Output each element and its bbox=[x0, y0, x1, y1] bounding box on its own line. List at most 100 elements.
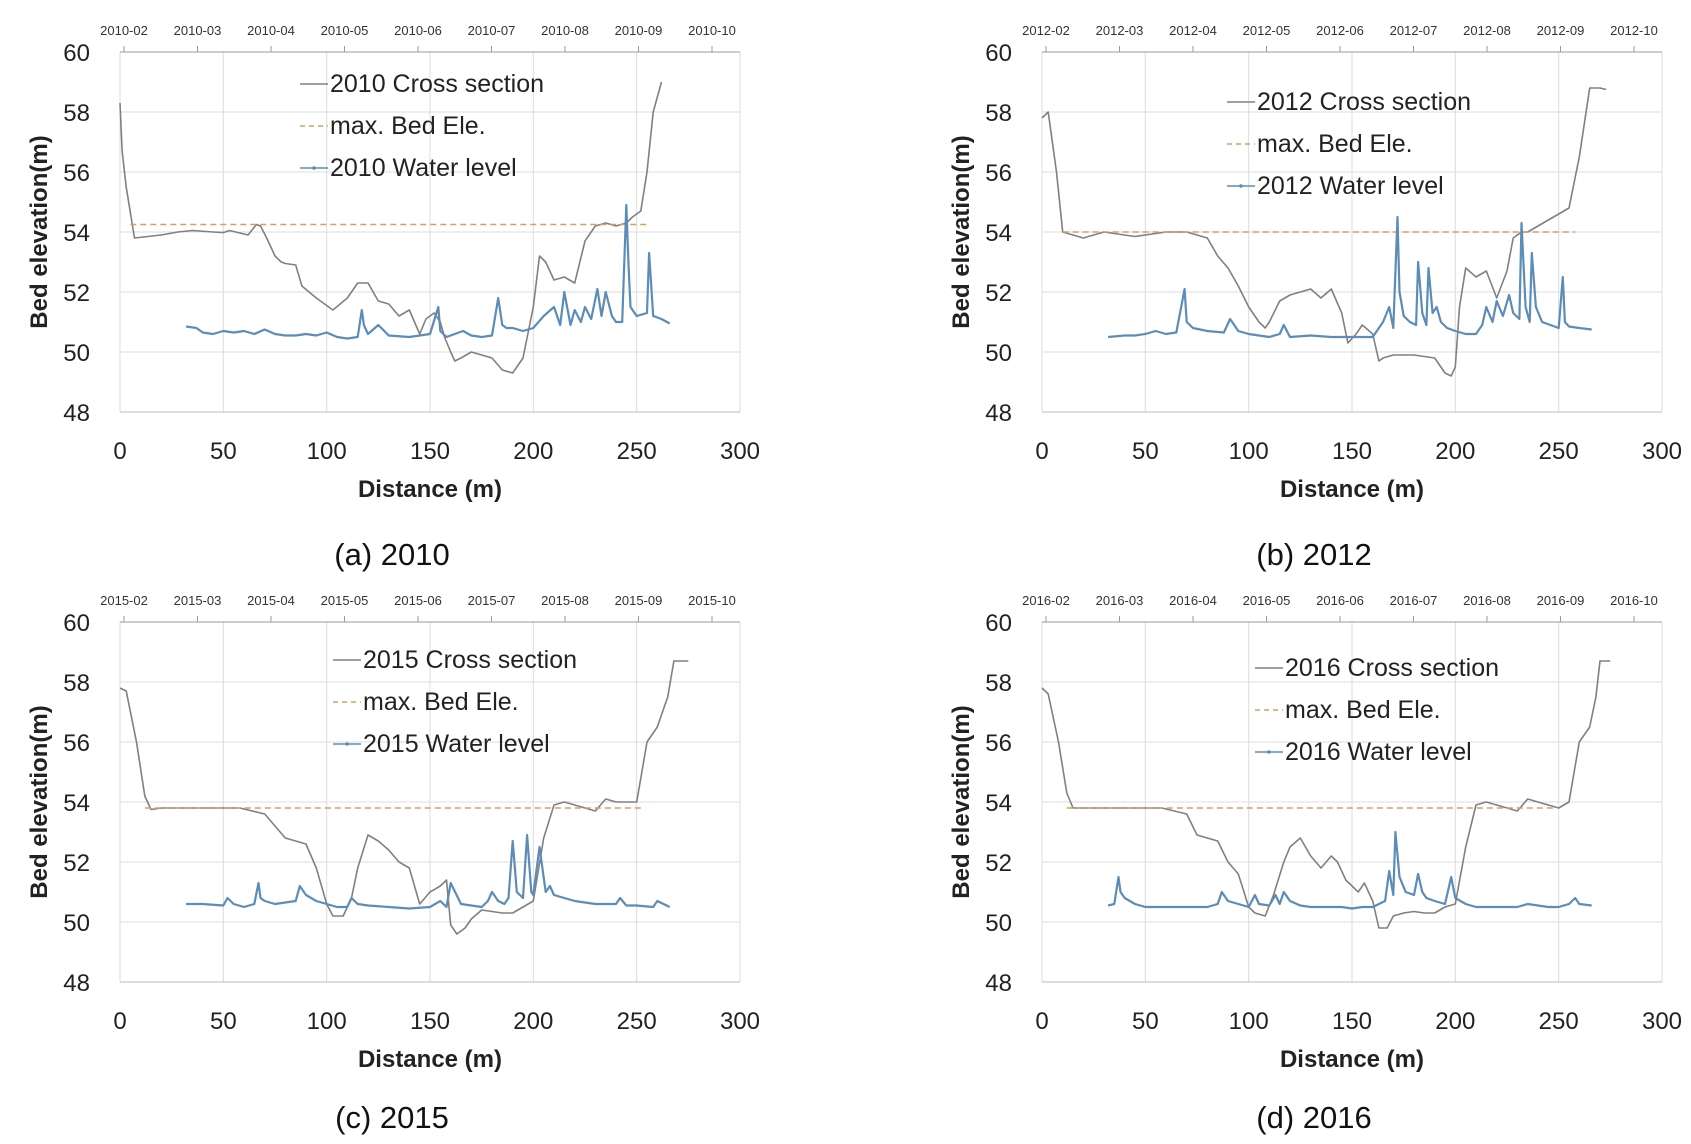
x-tick-label: 300 bbox=[720, 438, 760, 465]
cross-section-line bbox=[1041, 660, 1611, 929]
y-tick-label: 56 bbox=[985, 730, 1012, 757]
y-tick-label: 52 bbox=[63, 280, 90, 307]
y-tick-label: 60 bbox=[63, 610, 90, 637]
y-tick-label: 60 bbox=[985, 40, 1012, 67]
legend: 2010 Cross section max. Bed Ele. 2010 Wate… bbox=[300, 70, 544, 182]
water-level-line bbox=[185, 203, 671, 340]
top-axis-tick-label: 2015-06 bbox=[394, 593, 442, 608]
legend-label: 2015 Cross section bbox=[363, 646, 577, 674]
top-axis-tick-label: 2010-04 bbox=[247, 23, 295, 38]
panel-caption: (b) 2012 bbox=[1256, 537, 1371, 572]
y-axis-title: Bed elevation(m) bbox=[26, 705, 53, 898]
legend-label: 2010 Cross section bbox=[330, 70, 544, 98]
top-axis-tick-label: 2010-08 bbox=[541, 23, 589, 38]
y-axis-title: Bed elevation(m) bbox=[26, 135, 53, 328]
y-tick-label: 54 bbox=[985, 220, 1012, 247]
y-tick-label: 56 bbox=[63, 160, 90, 187]
legend-label: 2010 Water level bbox=[330, 154, 517, 182]
y-tick-label: 58 bbox=[63, 670, 90, 697]
x-tick-label: 50 bbox=[1132, 1008, 1159, 1035]
x-tick-label: 0 bbox=[1035, 1008, 1048, 1035]
top-axis-tick-label: 2010-07 bbox=[468, 23, 516, 38]
top-axis-tick-label: 2012-08 bbox=[1463, 23, 1511, 38]
top-axis-tick-label: 2015-05 bbox=[321, 593, 369, 608]
legend: 2015 Cross section max. Bed Ele. 2015 Wate… bbox=[333, 646, 577, 758]
top-axis-tick-label: 2012-03 bbox=[1096, 23, 1144, 38]
y-tick-label: 48 bbox=[985, 400, 1012, 427]
y-tick-label: 56 bbox=[63, 730, 90, 757]
x-tick-label: 150 bbox=[410, 438, 450, 465]
x-tick-label: 50 bbox=[210, 438, 237, 465]
top-axis-tick-label: 2015-07 bbox=[468, 593, 516, 608]
chart-panel-1: 2012-02 2012-03 2012-04 2012-05 2012-06 2012-… bbox=[948, 23, 1682, 572]
top-axis-tick-label: 2012-02 bbox=[1022, 23, 1070, 38]
y-tick-label: 54 bbox=[63, 790, 90, 817]
top-axis-tick-label: 2012-07 bbox=[1390, 23, 1438, 38]
top-axis-tick-label: 2016-05 bbox=[1243, 593, 1291, 608]
x-axis-title: Distance (m) bbox=[1280, 1046, 1424, 1073]
top-axis-tick-label: 2012-06 bbox=[1316, 23, 1364, 38]
top-axis-tick-label: 2015-03 bbox=[174, 593, 222, 608]
x-tick-label: 150 bbox=[1332, 1008, 1372, 1035]
y-tick-label: 50 bbox=[63, 910, 90, 937]
top-axis-tick-label: 2010-05 bbox=[321, 23, 369, 38]
x-tick-label: 200 bbox=[1435, 438, 1475, 465]
x-tick-label: 100 bbox=[1229, 438, 1269, 465]
y-tick-label: 58 bbox=[63, 100, 90, 127]
panel-caption: (d) 2016 bbox=[1256, 1100, 1371, 1135]
x-tick-label: 200 bbox=[513, 1008, 553, 1035]
top-axis-tick-label: 2016-09 bbox=[1537, 593, 1585, 608]
x-tick-label: 100 bbox=[307, 438, 347, 465]
x-tick-label: 200 bbox=[1435, 1008, 1475, 1035]
top-axis-tick-label: 2016-02 bbox=[1022, 593, 1070, 608]
y-tick-label: 54 bbox=[985, 790, 1012, 817]
legend-marker bbox=[345, 742, 349, 746]
x-tick-label: 250 bbox=[617, 1008, 657, 1035]
top-axis-tick-label: 2015-08 bbox=[541, 593, 589, 608]
x-tick-label: 100 bbox=[1229, 1008, 1269, 1035]
legend-label: max. Bed Ele. bbox=[363, 688, 519, 716]
x-tick-label: 150 bbox=[1332, 438, 1372, 465]
legend-marker bbox=[1239, 184, 1243, 188]
cross-section-line bbox=[119, 81, 663, 374]
top-axis-tick-label: 2010-06 bbox=[394, 23, 442, 38]
water-level-line bbox=[1108, 215, 1592, 339]
legend-marker bbox=[312, 166, 316, 170]
x-tick-label: 250 bbox=[1539, 438, 1579, 465]
top-axis-tick-label: 2015-09 bbox=[615, 593, 663, 608]
y-tick-label: 48 bbox=[63, 400, 90, 427]
y-tick-label: 56 bbox=[985, 160, 1012, 187]
top-axis-tick-label: 2015-02 bbox=[100, 593, 148, 608]
top-axis-tick-label: 2010-03 bbox=[174, 23, 222, 38]
y-tick-label: 52 bbox=[985, 850, 1012, 877]
top-axis-tick-label: 2010-10 bbox=[688, 23, 736, 38]
legend-label: 2016 Water level bbox=[1285, 738, 1472, 766]
legend: 2016 Cross section max. Bed Ele. 2016 Wate… bbox=[1255, 654, 1499, 766]
x-axis-title: Distance (m) bbox=[358, 476, 502, 503]
legend-label: max. Bed Ele. bbox=[330, 112, 486, 140]
legend-label: 2012 Water level bbox=[1257, 172, 1444, 200]
top-axis-tick-label: 2012-10 bbox=[1610, 23, 1658, 38]
x-axis-title: Distance (m) bbox=[358, 1046, 502, 1073]
legend-label: 2016 Cross section bbox=[1285, 654, 1499, 682]
top-axis-tick-label: 2012-09 bbox=[1537, 23, 1585, 38]
top-axis-tick-label: 2016-06 bbox=[1316, 593, 1364, 608]
y-tick-label: 58 bbox=[985, 100, 1012, 127]
top-axis-tick-label: 2010-02 bbox=[100, 23, 148, 38]
y-tick-label: 48 bbox=[63, 970, 90, 997]
panel-caption: (a) 2010 bbox=[334, 537, 449, 572]
legend-marker bbox=[1267, 750, 1271, 754]
legend: 2012 Cross section max. Bed Ele. 2012 Wate… bbox=[1227, 88, 1471, 200]
legend-label: 2012 Cross section bbox=[1257, 88, 1471, 116]
top-axis-tick-label: 2012-04 bbox=[1169, 23, 1217, 38]
y-tick-label: 48 bbox=[985, 970, 1012, 997]
top-axis-tick-label: 2016-03 bbox=[1096, 593, 1144, 608]
x-tick-label: 200 bbox=[513, 438, 553, 465]
chart-panel-0: 2010-02 2010-03 2010-04 2010-05 2010-06 2010-… bbox=[26, 23, 760, 572]
top-axis-tick-label: 2016-07 bbox=[1390, 593, 1438, 608]
x-tick-label: 300 bbox=[1642, 438, 1682, 465]
chart-panel-3: 2016-02 2016-03 2016-04 2016-05 2016-06 2016-… bbox=[948, 593, 1682, 1135]
y-tick-label: 50 bbox=[985, 910, 1012, 937]
